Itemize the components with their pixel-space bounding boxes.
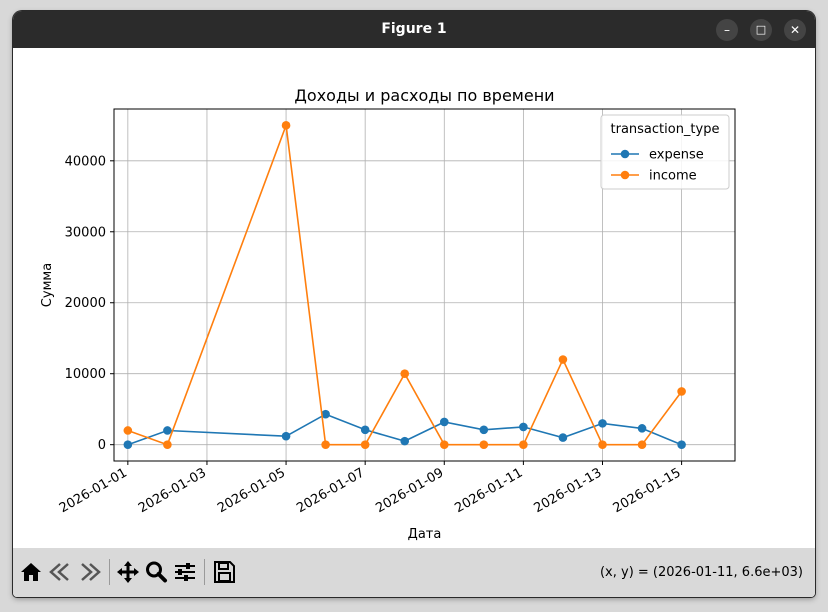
home-icon[interactable] <box>17 558 45 586</box>
x-tick-label: 2026-01-07 <box>294 465 367 516</box>
data-point-expense <box>598 419 607 428</box>
data-point-income <box>558 355 568 364</box>
legend-title: transaction_type <box>611 122 720 137</box>
y-tick-label: 20000 <box>65 296 106 311</box>
data-point-income <box>637 440 647 449</box>
y-tick-label: 40000 <box>65 154 106 169</box>
toolbar-separator <box>204 559 205 585</box>
data-point-income <box>439 440 449 449</box>
data-point-income <box>400 369 410 379</box>
data-point-income <box>281 121 291 130</box>
legend-marker-expense <box>620 149 630 159</box>
y-tick-label: 30000 <box>65 225 106 240</box>
figure-canvas[interactable]: 2026-01-01 2026-01-03 2026-01-05 2026-01-07… <box>13 48 815 548</box>
data-point-income <box>598 440 607 449</box>
minimize-button[interactable]: – <box>716 19 738 41</box>
data-point-expense <box>400 436 410 446</box>
x-tick-label: 2026-01-13 <box>532 465 605 516</box>
back-icon[interactable] <box>46 558 74 586</box>
x-tick-label: 2026-01-11 <box>452 465 525 516</box>
chart-title: Доходы и расходы по времени <box>294 86 554 105</box>
legend-box <box>600 114 730 190</box>
x-axis-label: Дата <box>408 527 442 542</box>
figure-window: Figure 1 – □ ✕ 2026-01-01 2026-01-03 2026-… <box>13 11 815 597</box>
data-point-expense <box>439 417 449 427</box>
data-point-expense <box>281 431 291 441</box>
data-point-income <box>321 440 330 449</box>
x-tick-label: 2026-01-15 <box>611 465 684 516</box>
data-point-expense <box>321 409 330 419</box>
x-tick-label: 2026-01-01 <box>57 465 130 516</box>
toolbar-separator <box>109 559 110 585</box>
zoom-icon[interactable] <box>142 558 170 586</box>
data-point-income <box>360 440 370 449</box>
data-point-income <box>163 440 172 449</box>
line-chart: 2026-01-01 2026-01-03 2026-01-05 2026-01-07… <box>40 86 736 542</box>
x-tick-label: 2026-01-03 <box>136 465 209 516</box>
forward-icon[interactable] <box>76 558 104 586</box>
legend-label-income: income <box>649 169 697 184</box>
y-tick-label: 0 <box>98 438 106 453</box>
navigation-toolbar: (x, y) = (2026-01-11, 6.6e+03) <box>13 548 815 597</box>
configure-subplots-icon[interactable] <box>171 558 199 586</box>
legend-marker-income <box>620 170 630 180</box>
legend-label-expense: expense <box>649 148 704 163</box>
maximize-button[interactable]: □ <box>750 19 772 41</box>
data-point-income <box>519 440 528 449</box>
x-tick-label: 2026-01-09 <box>373 465 446 516</box>
data-point-expense <box>163 426 172 435</box>
x-tick-label: 2026-01-05 <box>215 465 288 516</box>
cursor-coordinates: (x, y) = (2026-01-11, 6.6e+03) <box>599 565 803 580</box>
title-bar: Figure 1 – □ ✕ <box>13 11 815 48</box>
data-point-expense <box>558 433 568 442</box>
data-point-expense <box>519 422 528 432</box>
y-tick-label: 10000 <box>65 367 106 382</box>
axes-frame <box>113 108 736 462</box>
save-icon[interactable] <box>210 558 238 586</box>
data-point-expense <box>637 424 647 433</box>
y-axis-label: Сумма <box>40 263 55 307</box>
data-point-income <box>123 426 133 435</box>
close-button[interactable]: ✕ <box>784 19 806 41</box>
data-point-expense <box>479 425 489 435</box>
data-point-expense <box>677 440 686 449</box>
window-title: Figure 1 <box>381 21 447 37</box>
pan-icon[interactable] <box>114 558 142 586</box>
data-point-income <box>677 387 686 396</box>
data-point-expense <box>123 440 133 449</box>
data-point-income <box>479 440 489 449</box>
data-point-expense <box>360 425 370 435</box>
